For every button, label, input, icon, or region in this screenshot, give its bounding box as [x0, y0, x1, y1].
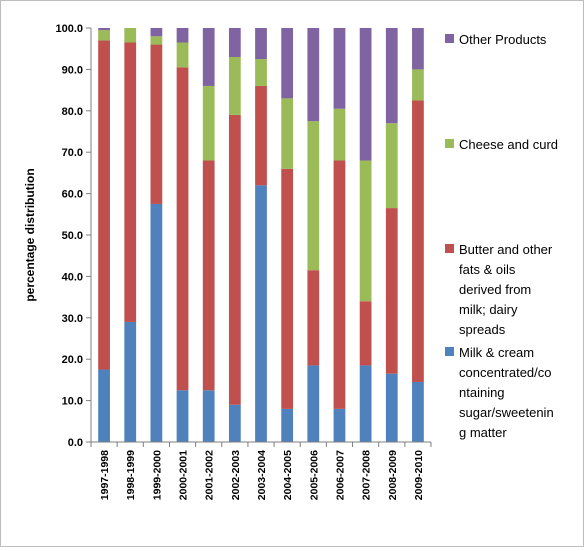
x-tick-label: 1998-1999 — [125, 450, 137, 500]
legend-swatch-0 — [445, 347, 454, 356]
bar-segment-1998-1999-series-1 — [124, 42, 137, 322]
x-tick-label: 1997-1998 — [99, 450, 111, 500]
bar-segment-1999-2000-series-0 — [150, 203, 163, 442]
bar-segment-2009-2010-series-2 — [412, 69, 424, 101]
y-tick-labels: 0.0 10.0 20.0 30.0 40.0 50.0 60.0 70.0 80.0 90.0 1… — [55, 23, 83, 449]
legend-swatch-2 — [445, 139, 454, 148]
bar-segment-2002-2003-series-2 — [228, 56, 241, 115]
y-tick-label: 30.0 — [62, 313, 83, 325]
x-tick-labels: 1997-1998 1998-1999 1999-2000 2000-2001 2001… — [99, 450, 425, 500]
bar-segment-2006-2007-series-2 — [333, 108, 346, 161]
bar-segment-2009-2010-series-3 — [412, 28, 424, 70]
bar-segment-2006-2007-series-0 — [333, 408, 346, 442]
bar-segment-2009-2010-series-1 — [412, 100, 424, 382]
bar-segment-2000-2001-series-1 — [176, 67, 189, 391]
bar-segment-2003-2004-series-0 — [255, 185, 267, 442]
bar-segment-2005-2006-series-3 — [307, 28, 320, 122]
y-axis-label: percentage distribution — [23, 168, 37, 301]
y-tick-label: 60.0 — [62, 189, 83, 201]
x-tick-label: 2009-2010 — [413, 450, 425, 500]
legend: Other Products Cheese and curd Butter and … — [445, 32, 558, 440]
y-tick-label: 90.0 — [62, 64, 83, 76]
y-tick-label: 100.0 — [55, 23, 83, 35]
bar-segment-2001-2002-series-0 — [202, 390, 215, 442]
x-tick-label: 2001-2002 — [204, 450, 216, 500]
bar-segment-2003-2004-series-2 — [255, 59, 267, 86]
y-tick-label: 80.0 — [62, 106, 83, 118]
bar-segment-2003-2004-series-3 — [255, 28, 267, 60]
x-tick-label: 2003-2004 — [256, 450, 268, 500]
bar-segment-1999-2000-series-3 — [150, 28, 163, 37]
bar-segment-2004-2005-series-1 — [281, 168, 294, 409]
bar-segment-1998-1999-series-2 — [124, 28, 137, 43]
legend-label-1: Butter and other fats & oils derived from m… — [459, 242, 553, 337]
bar-segment-2005-2006-series-0 — [307, 365, 320, 442]
y-tick-label: 70.0 — [62, 147, 83, 159]
bar-segment-2004-2005-series-3 — [281, 28, 294, 99]
legend-swatch-1 — [445, 244, 454, 253]
bar-segment-1997-1998-series-2 — [98, 30, 110, 41]
bar-segment-1997-1998-series-1 — [98, 40, 110, 370]
bar-segment-1997-1998-series-0 — [98, 369, 110, 442]
bar-segment-2008-2009-series-1 — [385, 208, 398, 374]
bar-segment-2004-2005-series-0 — [281, 408, 294, 442]
bar-segment-2008-2009-series-0 — [385, 373, 398, 442]
bar-segment-2007-2008-series-1 — [359, 301, 372, 366]
y-tick-label: 40.0 — [62, 271, 83, 283]
bar-segment-1998-1999-series-0 — [124, 321, 137, 442]
bar-segment-2001-2002-series-1 — [202, 160, 215, 391]
bar-segment-2000-2001-series-0 — [176, 390, 189, 442]
bar-segment-2008-2009-series-3 — [385, 28, 398, 124]
x-tick-label: 2007-2008 — [361, 450, 373, 500]
bar-segment-2002-2003-series-0 — [228, 404, 241, 442]
bar-segment-1999-2000-series-1 — [150, 44, 163, 204]
bar-segment-2005-2006-series-1 — [307, 270, 320, 366]
bar-segment-2004-2005-series-2 — [281, 98, 294, 169]
bar-segment-2006-2007-series-1 — [333, 160, 346, 409]
legend-label-0: Milk & cream concentrated/co ntaining sugar… — [459, 345, 554, 440]
bar-segment-2001-2002-series-3 — [202, 28, 215, 86]
x-tick-label: 1999-2000 — [151, 450, 163, 500]
bar-segment-2002-2003-series-1 — [228, 114, 241, 405]
x-tick-label: 2008-2009 — [387, 450, 399, 500]
y-tick-label: 0.0 — [68, 437, 83, 449]
bar-segment-2007-2008-series-0 — [359, 365, 372, 442]
bar-segment-2007-2008-series-3 — [359, 28, 372, 161]
x-tick-label: 2005-2006 — [308, 450, 320, 500]
bar-segment-2001-2002-series-2 — [202, 85, 215, 161]
legend-swatch-3 — [445, 34, 454, 43]
bar-segment-2009-2010-series-0 — [412, 381, 424, 442]
bar-segment-2005-2006-series-2 — [307, 121, 320, 271]
y-tick-label: 20.0 — [62, 354, 83, 366]
bars-group — [98, 28, 424, 442]
legend-label-2: Cheese and curd — [459, 137, 558, 152]
axes-group — [86, 27, 432, 447]
bar-segment-2002-2003-series-3 — [228, 28, 241, 57]
x-tick-label: 2002-2003 — [230, 450, 242, 500]
legend-label-3: Other Products — [459, 32, 547, 47]
bar-segment-2000-2001-series-2 — [176, 42, 189, 68]
x-tick-label: 2004-2005 — [282, 450, 294, 500]
x-tick-label: 2000-2001 — [178, 450, 190, 500]
y-tick-label: 50.0 — [62, 230, 83, 242]
bar-segment-2008-2009-series-2 — [385, 123, 398, 209]
bar-segment-2000-2001-series-3 — [176, 28, 189, 43]
y-tick-label: 10.0 — [62, 396, 83, 408]
bar-segment-2007-2008-series-2 — [359, 160, 372, 302]
bar-segment-1999-2000-series-2 — [150, 36, 163, 45]
bar-segment-2003-2004-series-1 — [255, 85, 267, 186]
bar-segment-2006-2007-series-3 — [333, 28, 346, 109]
bar-segment-1997-1998-series-3 — [98, 28, 110, 31]
x-tick-label: 2006-2007 — [334, 450, 346, 500]
